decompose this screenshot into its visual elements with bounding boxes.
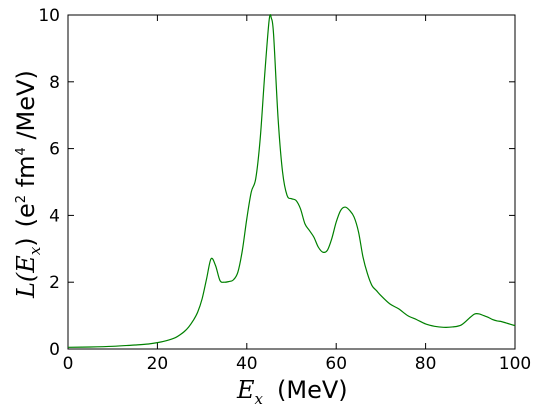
ticks: [67, 14, 516, 350]
y-axis-unit-b: fm: [12, 155, 40, 194]
y-axis-subscript: x: [26, 246, 44, 255]
x-tick-label: 40: [236, 354, 258, 374]
y-axis-symbol: L: [12, 282, 40, 299]
x-tick-label: 100: [499, 354, 531, 374]
y-tick-label: 4: [49, 206, 60, 226]
y-axis-unit-sup1: 2: [14, 195, 29, 203]
x-axis-unit: (MeV): [277, 376, 348, 404]
y-axis-unit-sup2: 4: [14, 147, 29, 155]
y-tick-label: 8: [49, 73, 60, 93]
y-tick-label: 6: [49, 140, 60, 160]
x-tick-label: 60: [325, 354, 347, 374]
y-axis-prefix: (E: [12, 255, 40, 282]
tick-labels: 0 20 40 60 80 100 0 2 4 6 8 10: [38, 6, 531, 374]
y-tick-label: 0: [49, 340, 60, 360]
y-axis-label: L(Ex) (e2 fm4 /MeV): [12, 70, 44, 299]
series-line: [67, 14, 516, 348]
x-tick-label: 20: [147, 354, 169, 374]
x-tick-label: 80: [415, 354, 437, 374]
y-axis-unit-a: (e: [12, 203, 40, 227]
y-tick-label: 2: [49, 273, 60, 293]
y-axis-unit-c: /MeV): [12, 70, 40, 147]
y-axis-close: ): [12, 237, 40, 246]
x-axis-label: Ex (MeV): [236, 376, 348, 408]
y-tick-label: 10: [38, 6, 60, 26]
series-layer: [67, 14, 516, 348]
x-axis-symbol: E: [236, 376, 255, 404]
plot-frame: [67, 14, 516, 350]
x-axis-subscript: x: [255, 390, 264, 408]
x-tick-label: 0: [63, 354, 74, 374]
